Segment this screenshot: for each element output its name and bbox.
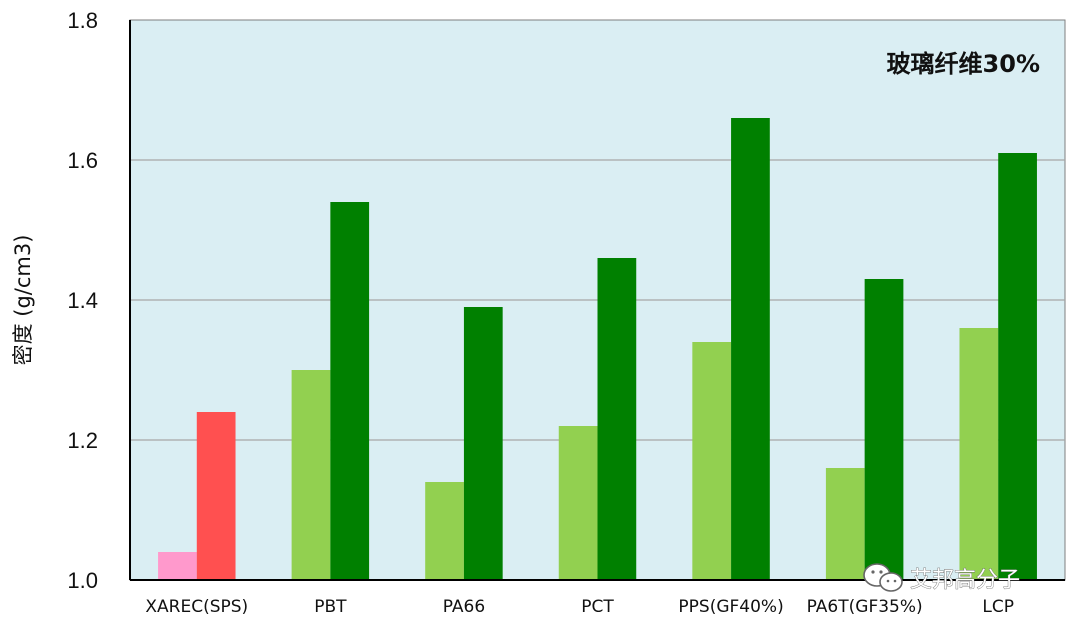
bar <box>158 552 197 580</box>
watermark: 艾邦高分子 <box>863 563 1020 593</box>
chart-annotation: 玻璃纤维30% <box>887 50 1040 78</box>
axes <box>129 20 1065 581</box>
y-tick-label: 1.8 <box>67 8 98 33</box>
bars <box>158 118 1037 580</box>
y-tick-label: 1.6 <box>67 148 98 173</box>
y-tick-labels: 1.0 1.2 1.4 1.6 1.8 <box>67 8 98 593</box>
x-category-label: PCT <box>581 597 614 617</box>
bar <box>998 153 1037 580</box>
x-category-label: PBT <box>314 597 347 617</box>
x-category-label: PA6T(GF35%) <box>807 597 923 617</box>
y-axis-title: 密度 (g/cm3) <box>11 235 35 366</box>
x-category-label: PPS(GF40%) <box>678 597 783 617</box>
bar <box>959 328 999 580</box>
bar <box>864 279 904 580</box>
bar <box>330 202 370 580</box>
bar <box>692 342 732 580</box>
bar <box>463 307 503 580</box>
wechat-icon <box>863 563 903 592</box>
y-tick-label: 1.4 <box>67 288 98 313</box>
x-category-labels: XAREC(SPS) PBT PA66 PCT PPS(GF40%) PA6T(GF35%… <box>145 597 1014 617</box>
y-tick-label: 1.0 <box>67 568 98 593</box>
x-category-label: PA66 <box>443 597 485 617</box>
bar <box>825 468 865 580</box>
bar <box>291 370 331 580</box>
x-category-label: LCP <box>982 597 1014 617</box>
y-tick-label: 1.2 <box>67 428 98 453</box>
x-category-label: XAREC(SPS) <box>145 597 248 617</box>
bar <box>196 412 236 580</box>
bar <box>597 258 637 580</box>
bar <box>731 118 770 580</box>
bar <box>425 482 464 580</box>
bar <box>558 426 598 580</box>
watermark-text: 艾邦高分子 <box>910 568 1020 593</box>
